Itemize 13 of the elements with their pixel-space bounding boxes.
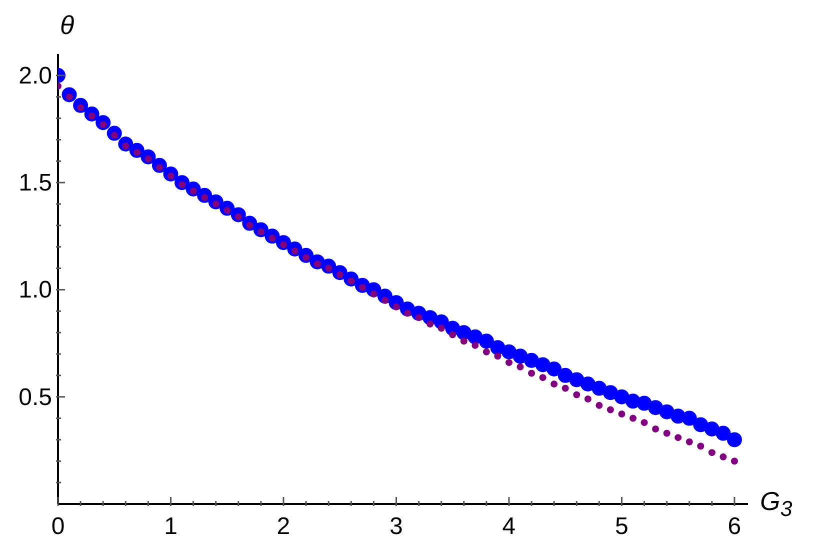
x-tick-label: 2 <box>276 513 290 540</box>
y-axis-title: θ <box>60 10 74 41</box>
y-tick-label: 1.0 <box>18 276 52 304</box>
y-tick-label: 0.5 <box>18 384 52 411</box>
y-tick-label: 1.5 <box>18 170 52 197</box>
y-tick-label: 2.0 <box>18 62 52 90</box>
x-tick-label: 3 <box>390 513 403 540</box>
x-tick-label: 0 <box>51 513 65 540</box>
x-tick-label: 5 <box>615 513 628 540</box>
x-tick-label: 6 <box>728 513 742 540</box>
x-tick-label: 4 <box>502 513 516 540</box>
x-tick-label: 1 <box>164 513 178 540</box>
x-axis-title: G$_{3}$ <box>760 486 792 522</box>
